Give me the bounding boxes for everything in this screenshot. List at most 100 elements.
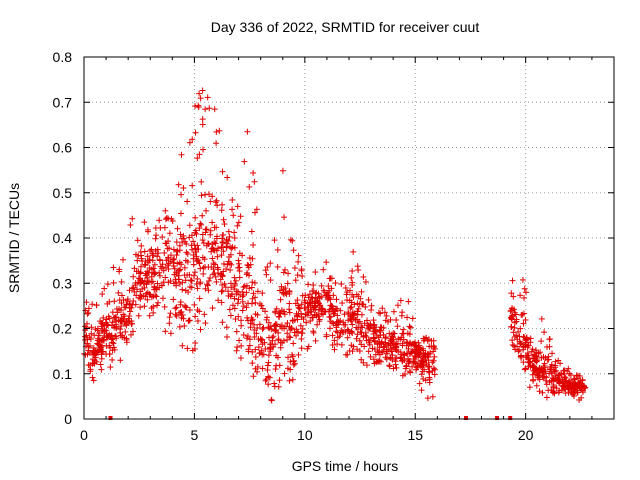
data-point — [207, 231, 214, 238]
data-point — [310, 328, 317, 335]
data-point — [178, 191, 185, 198]
data-point — [430, 357, 437, 364]
data-point — [354, 263, 361, 270]
data-point — [358, 323, 365, 330]
data-point — [286, 306, 293, 313]
data-point — [312, 269, 319, 276]
zero-marker — [108, 416, 113, 420]
data-point — [172, 305, 179, 312]
data-point — [134, 279, 141, 286]
data-point — [358, 311, 365, 318]
data-point — [246, 336, 253, 343]
data-point — [250, 241, 257, 248]
data-point — [521, 366, 528, 373]
data-point — [344, 297, 351, 304]
data-point — [214, 253, 221, 260]
data-point — [197, 326, 204, 333]
data-point — [356, 337, 363, 344]
data-point — [315, 307, 322, 314]
data-point — [90, 377, 97, 384]
data-point — [240, 303, 247, 310]
data-point — [215, 266, 222, 273]
data-point — [358, 356, 365, 363]
data-point — [117, 326, 124, 333]
data-point — [406, 358, 413, 365]
data-point — [213, 235, 220, 242]
data-point — [312, 300, 319, 307]
data-point — [326, 325, 333, 332]
data-point — [127, 221, 134, 228]
data-point — [218, 207, 225, 214]
data-point — [262, 377, 269, 384]
data-point — [254, 288, 261, 295]
y-tick-label: 0.7 — [53, 94, 73, 110]
data-point — [239, 288, 246, 295]
data-point — [345, 309, 352, 316]
data-point — [305, 294, 312, 301]
data-point — [424, 395, 431, 402]
data-point — [267, 260, 274, 267]
data-point — [286, 333, 293, 340]
data-point — [93, 302, 100, 309]
data-point — [367, 353, 374, 360]
x-tick-label: 20 — [518, 427, 534, 443]
data-point — [379, 305, 386, 312]
data-point — [176, 242, 183, 249]
data-point — [176, 323, 183, 330]
data-point — [536, 388, 543, 395]
data-point — [181, 322, 188, 329]
data-point — [172, 311, 179, 318]
data-point — [236, 337, 243, 344]
data-point — [522, 316, 529, 323]
data-point — [425, 354, 432, 361]
data-point — [173, 252, 180, 259]
data-point — [534, 374, 541, 381]
data-point — [240, 331, 247, 338]
data-point — [383, 356, 390, 363]
data-point — [99, 321, 106, 328]
data-point — [546, 343, 553, 350]
data-point — [570, 376, 577, 383]
data-point — [510, 329, 517, 336]
data-point — [344, 326, 351, 333]
data-point — [166, 230, 173, 237]
data-point — [180, 232, 187, 239]
data-point — [201, 311, 208, 318]
data-point — [416, 380, 423, 387]
data-point — [175, 181, 182, 188]
data-point — [153, 232, 160, 239]
data-point — [197, 265, 204, 272]
data-point — [292, 277, 299, 284]
data-point — [359, 301, 366, 308]
data-point — [141, 284, 148, 291]
data-point — [121, 304, 128, 311]
data-point — [231, 305, 238, 312]
data-point — [399, 357, 406, 364]
data-point — [208, 245, 215, 252]
data-point — [522, 336, 529, 343]
data-point — [161, 303, 168, 310]
x-tick-label: 5 — [191, 427, 199, 443]
data-point — [212, 240, 219, 247]
data-point — [118, 292, 125, 299]
data-point — [407, 324, 414, 331]
y-tick-label: 0.3 — [53, 275, 73, 291]
data-point — [268, 396, 275, 403]
data-point — [405, 345, 412, 352]
data-point — [235, 219, 242, 226]
data-point — [347, 287, 354, 294]
data-point — [533, 353, 540, 360]
data-point — [276, 287, 283, 294]
data-point — [508, 290, 515, 297]
data-point — [175, 267, 182, 274]
data-point — [294, 272, 301, 279]
data-point — [271, 383, 278, 390]
data-point — [84, 340, 91, 347]
data-point — [519, 311, 526, 318]
data-point — [250, 169, 257, 176]
data-point — [99, 291, 106, 298]
data-point — [203, 207, 210, 214]
data-point — [117, 318, 124, 325]
data-point — [422, 377, 429, 384]
data-point — [229, 244, 236, 251]
